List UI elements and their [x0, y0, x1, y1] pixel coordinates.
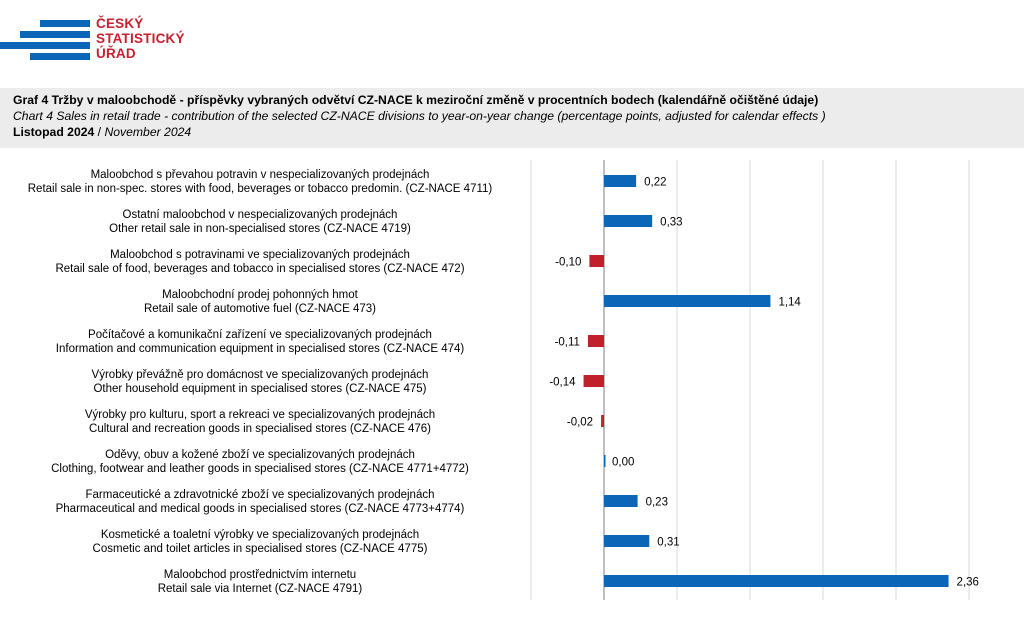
bar-value-label: 0,31 — [657, 537, 679, 549]
value-labels: 0,22 0,33 -0,10 1,14 -0,11 -0,14 -0,02 0,00 0,23… — [549, 177, 979, 589]
bar — [604, 215, 653, 227]
category-label-en: Retail sale of automotive fuel (CZ-NACE … — [144, 303, 376, 315]
period-separator: / — [94, 125, 105, 139]
bar — [604, 295, 771, 307]
category-label-en: Information and communication equipment … — [56, 343, 465, 355]
category-label-en: Retail sale in non-spec. stores with foo… — [28, 183, 493, 195]
period-en: November 2024 — [104, 125, 192, 139]
bar — [604, 535, 650, 547]
logo-text-line1: ČESKÝ — [96, 16, 144, 31]
category-label-en: Clothing, footwear and leather goods in … — [51, 463, 469, 475]
category-label-cz: Kosmetické a toaletní výrobky ve special… — [101, 529, 419, 541]
gridlines — [530, 160, 970, 600]
logo-text-line3: ÚŘAD — [96, 46, 136, 61]
logo-stripe — [40, 20, 90, 27]
bar-value-label: 0,33 — [660, 217, 682, 229]
bar-value-label: -0,11 — [555, 337, 580, 349]
logo-text-line2: STATISTICKÝ — [96, 31, 185, 46]
chart-period: Listopad 2024 / November 2024 — [13, 124, 191, 140]
category-label-en: Pharmaceutical and medical goods in spec… — [56, 503, 465, 515]
category-label-cz: Maloobchod s převahou potravin v nespeci… — [91, 169, 430, 181]
category-label-cz: Počítačové a komunikační zařízení ve spe… — [88, 329, 432, 341]
bar-value-label: 0,23 — [646, 497, 668, 509]
category-label-en: Retail sale of food, beverages and tobac… — [55, 263, 464, 275]
category-label-cz: Farmaceutické a zdravotnické zboží ve sp… — [85, 489, 434, 501]
chart-header: Graf 4 Tržby v maloobchodě - příspěvky v… — [0, 88, 1024, 148]
category-label-cz: Ostatní maloobchod v nespecializovaných … — [123, 209, 398, 221]
bar-value-label: 1,14 — [778, 297, 801, 309]
category-label-cz: Výrobky pro kulturu, sport a rekreaci ve… — [85, 409, 435, 421]
logo-stripe — [20, 31, 90, 38]
category-labels: Maloobchod s převahou potravin v nespeci… — [28, 169, 493, 595]
category-label-en: Retail sale via Internet (CZ-NACE 4791) — [158, 583, 363, 595]
bar — [604, 455, 606, 467]
logo-stripe — [30, 53, 90, 60]
bars — [583, 175, 949, 587]
bar — [583, 375, 604, 387]
chart-title-cz: Graf 4 Tržby v maloobchodě - příspěvky v… — [13, 93, 819, 107]
bar-value-label: 0,22 — [644, 177, 666, 189]
bar-value-label: 0,00 — [612, 457, 634, 469]
bar — [587, 335, 604, 347]
bar — [589, 255, 604, 267]
category-label-en: Other retail sale in non-specialised sto… — [109, 223, 411, 235]
category-label-en: Cosmetic and toilet articles in speciali… — [93, 543, 428, 555]
chart-title-en: Chart 4 Sales in retail trade - contribu… — [13, 109, 826, 123]
bar — [604, 175, 637, 187]
bar-value-label: -0,14 — [549, 377, 576, 389]
category-label-en: Cultural and recreation goods in special… — [89, 423, 431, 435]
bar — [604, 575, 949, 587]
category-label-cz: Maloobchod s potravinami ve specializova… — [110, 249, 410, 261]
category-label-cz: Oděvy, obuv a kožené zboží ve specializo… — [105, 449, 415, 461]
bar-value-label: -0,02 — [567, 417, 593, 429]
category-label-en: Other household equipment in specialised… — [93, 383, 426, 395]
category-label-cz: Maloobchodní prodej pohonných hmot — [162, 289, 358, 301]
logo-stripe — [0, 42, 90, 49]
bar-chart: Maloobchod s převahou potravin v nespeci… — [28, 160, 979, 600]
bar — [601, 415, 604, 427]
bar-value-label: 2,36 — [957, 577, 979, 589]
category-label-cz: Maloobchod prostřednictvím internetu — [164, 569, 356, 581]
period-cz: Listopad 2024 — [13, 125, 95, 139]
bar-value-label: -0,10 — [555, 257, 581, 269]
csu-logo: ČESKÝ STATISTICKÝ ÚŘAD — [0, 16, 220, 74]
bar — [604, 495, 638, 507]
category-label-cz: Výrobky převážně pro domácnost ve specia… — [92, 369, 429, 381]
